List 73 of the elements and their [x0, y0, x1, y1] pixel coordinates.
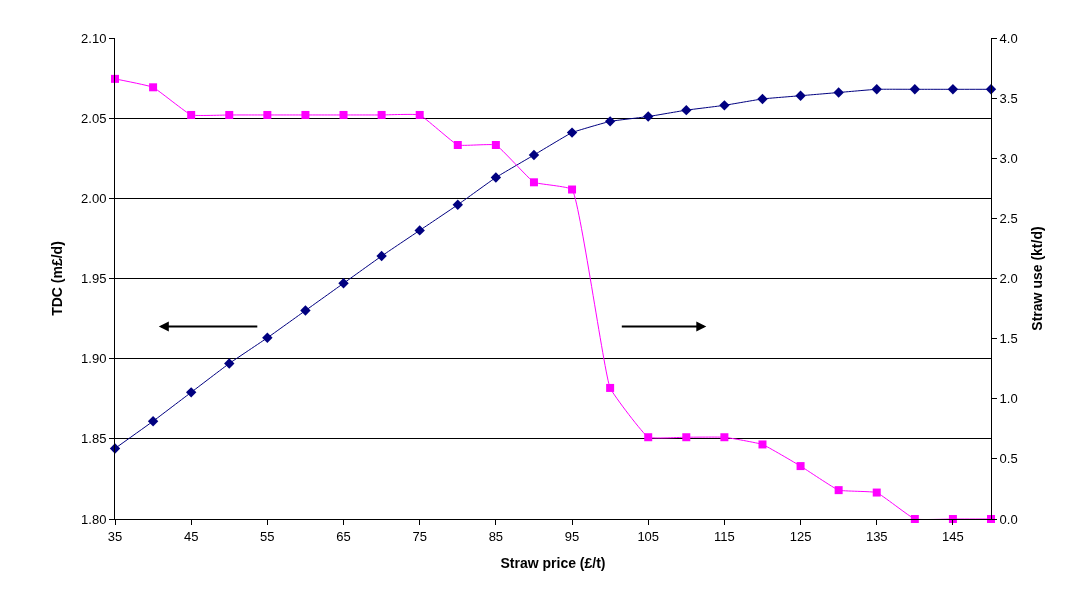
point [529, 178, 538, 187]
point [225, 110, 234, 119]
point [833, 87, 844, 98]
x-tick-label: 95 [564, 528, 580, 544]
y-tick-label: 2.10 [81, 30, 107, 46]
y-tick-label: 1.85 [81, 431, 107, 447]
y-tick-label: 1.90 [81, 351, 107, 367]
point [185, 387, 197, 398]
y-tick-label: 1.80 [81, 511, 107, 527]
point [909, 84, 921, 95]
y2-tick-label: 1.5 [999, 331, 1018, 347]
y2-tick-label: 1.0 [999, 391, 1018, 407]
point [871, 84, 882, 95]
point [528, 149, 540, 161]
y2-axis-title: Straw use (kt/d) [1028, 226, 1045, 331]
x-tick-label: 145 [942, 528, 964, 544]
x-tick-label: 135 [865, 528, 888, 544]
x-tick-label: 105 [637, 528, 660, 544]
point [187, 110, 196, 119]
point [300, 305, 311, 316]
point [414, 225, 425, 236]
point [682, 433, 691, 442]
point [453, 141, 462, 150]
point [872, 488, 881, 497]
x-tick-label: 115 [714, 528, 735, 544]
point [758, 440, 767, 449]
y2-tick-label: 0.0 [999, 511, 1018, 527]
x-tick-label: 55 [260, 528, 275, 544]
x-tick-label: 35 [107, 528, 123, 544]
point [262, 332, 273, 344]
point [604, 116, 616, 127]
point [947, 84, 959, 95]
y2-tick-label: 3.5 [999, 90, 1018, 106]
y-tick-label: 1.95 [81, 271, 107, 287]
y-tick-label: 2.00 [81, 190, 107, 206]
point [606, 383, 615, 392]
point [566, 127, 578, 138]
point [643, 111, 654, 122]
y-tick-label: 2.05 [81, 110, 107, 126]
point [795, 90, 806, 101]
y2-tick-label: 2.0 [999, 271, 1018, 287]
point [338, 278, 349, 289]
point [796, 462, 805, 471]
point [644, 433, 653, 442]
point [147, 416, 159, 427]
point [681, 104, 692, 116]
point [491, 141, 500, 150]
x-tick-label: 125 [789, 528, 812, 544]
y2-tick-label: 2.5 [999, 210, 1018, 226]
y2-tick-label: 0.5 [999, 451, 1018, 467]
y2-tick-label: 4.0 [999, 30, 1018, 46]
y-axis-title: TDC (m£/d) [48, 241, 65, 316]
x-tick-label: 75 [412, 528, 427, 544]
point [301, 110, 310, 119]
point [263, 110, 272, 119]
point [720, 433, 729, 442]
point [452, 199, 463, 210]
y2-tick-label: 3.0 [999, 150, 1018, 166]
point [339, 110, 348, 119]
point [149, 83, 158, 92]
x-tick-label: 65 [336, 528, 351, 544]
point [224, 358, 235, 369]
point [490, 172, 502, 183]
point [377, 110, 386, 119]
point [719, 100, 730, 111]
point [415, 110, 424, 119]
x-axis-title: Straw price (£/t) [500, 554, 606, 571]
point [376, 250, 387, 262]
x-tick-label: 85 [488, 528, 504, 544]
point [834, 486, 843, 495]
point [568, 185, 577, 194]
x-tick-label: 45 [183, 528, 199, 544]
point [757, 93, 768, 105]
